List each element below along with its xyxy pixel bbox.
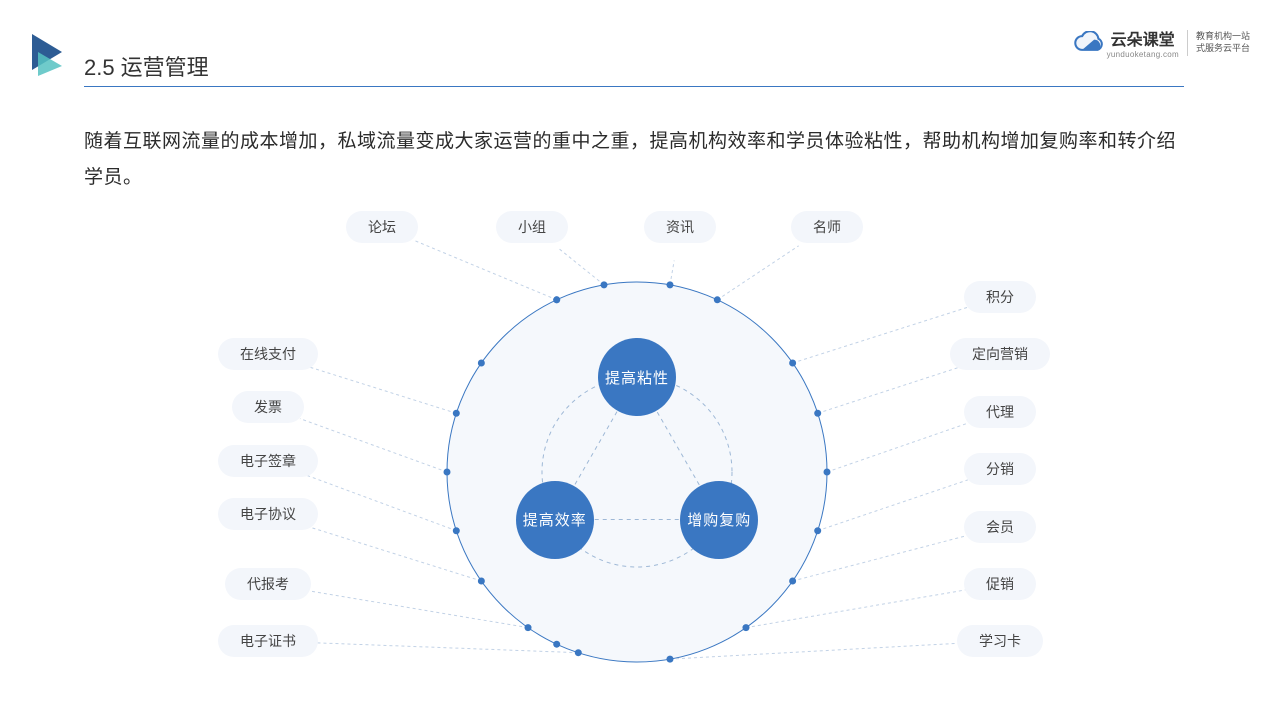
feature-pill: 代理: [964, 396, 1036, 428]
feature-pill: 小组: [496, 211, 568, 243]
hub-bubble-repurchase: 增购复购: [680, 481, 758, 559]
section-description: 随着互联网流量的成本增加，私域流量变成大家运营的重中之重，提高机构效率和学员体验…: [84, 124, 1194, 196]
feature-pill: 在线支付: [218, 338, 318, 370]
feature-pill: 名师: [791, 211, 863, 243]
feature-pill: 分销: [964, 453, 1036, 485]
heading-underline: [84, 86, 1184, 87]
feature-pill: 发票: [232, 391, 304, 423]
brand-domain: yunduoketang.com: [1107, 50, 1179, 59]
feature-pill: 电子协议: [218, 498, 318, 530]
diagram-layer: 论坛 小组 资讯 名师积分定向营销代理分销会员促销学习卡 在线支付发票电子签章电子协议代…: [0, 0, 1280, 720]
corner-play-icon: [32, 34, 72, 81]
feature-pill: 论坛: [346, 211, 418, 243]
feature-pill: 学习卡: [957, 625, 1043, 657]
cloud-icon: [1071, 31, 1107, 55]
hub-bubble-stickiness: 提高粘性: [598, 338, 676, 416]
feature-pill: 积分: [964, 281, 1036, 313]
section-number: 2.5: [84, 55, 115, 81]
brand-logo: 云朵课堂 yunduoketang.com 教育机构一站式服务云平台: [1071, 26, 1250, 59]
section-heading: 2.5 运营管理: [84, 50, 209, 82]
hub-bubble-efficiency: 提高效率: [516, 481, 594, 559]
feature-pill: 电子签章: [218, 445, 318, 477]
feature-pill: 资讯: [644, 211, 716, 243]
logo-divider: [1187, 30, 1188, 56]
feature-pill: 代报考: [225, 568, 311, 600]
diagram-svg: [0, 0, 1280, 720]
feature-pill: 会员: [964, 511, 1036, 543]
brand-tagline: 教育机构一站式服务云平台: [1196, 31, 1250, 54]
feature-pill: 定向营销: [950, 338, 1050, 370]
brand-name: 云朵课堂: [1111, 26, 1179, 50]
feature-pill: 电子证书: [218, 625, 318, 657]
feature-pill: 促销: [964, 568, 1036, 600]
section-title: 运营管理: [121, 50, 209, 82]
